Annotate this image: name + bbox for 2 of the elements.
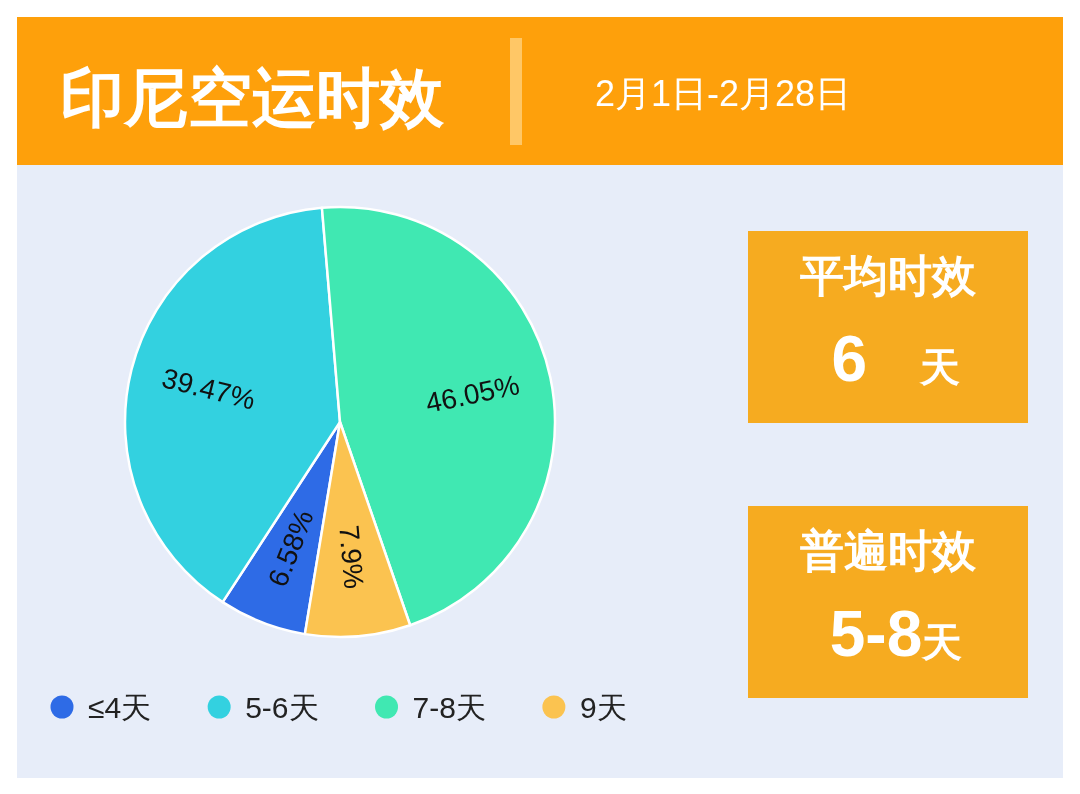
title: 印尼空运时效: [60, 62, 444, 134]
subtitle: 2月1日-2月28日: [595, 73, 852, 114]
